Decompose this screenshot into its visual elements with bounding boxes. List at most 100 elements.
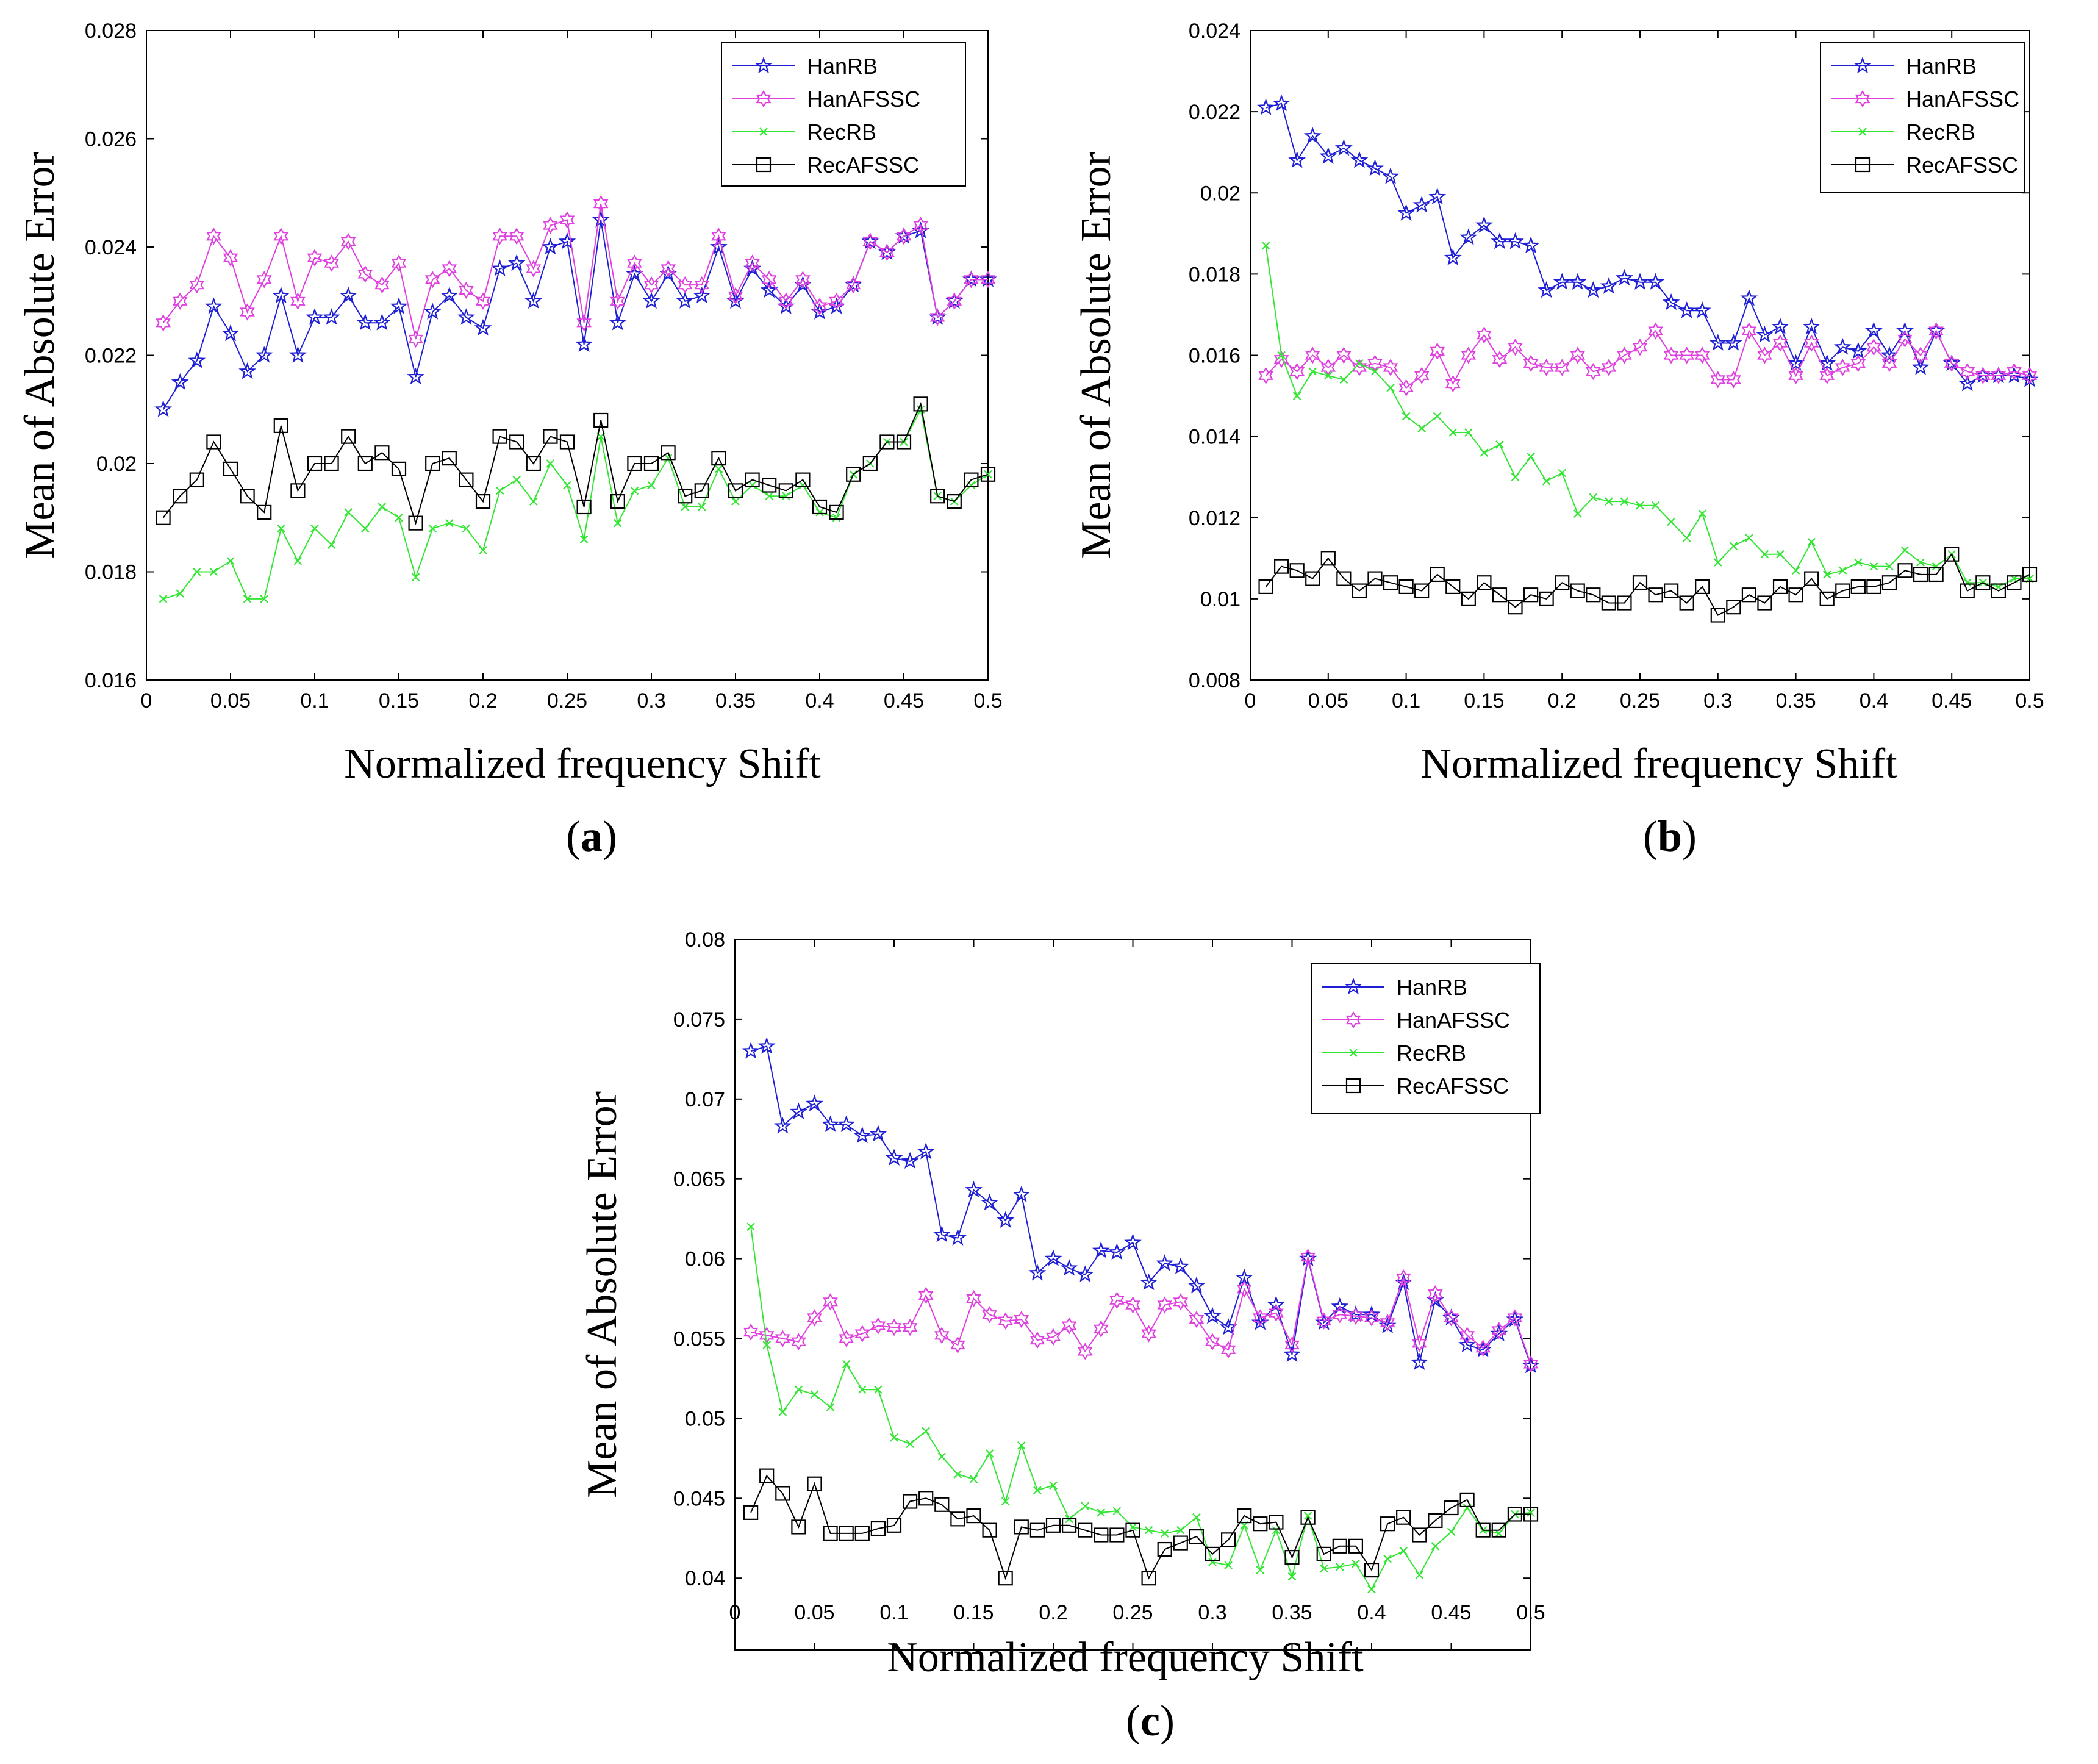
data-point-recrb: [748, 481, 757, 490]
data-point-hanrb: [885, 1149, 903, 1166]
data-point-hanafssc: [745, 254, 760, 272]
data-point-recrb: [1292, 392, 1301, 400]
data-point-hanafssc: [374, 276, 390, 294]
data-point-hanrb: [288, 346, 307, 363]
data-point-hanrb: [1740, 289, 1758, 306]
data-point-recrb: [953, 1470, 962, 1479]
data-point-recafssc: [966, 1508, 981, 1524]
x-tick-label: 0.3: [1703, 689, 1732, 712]
data-point-hanrb: [1044, 1249, 1062, 1266]
data-point-recrb: [858, 1385, 867, 1394]
data-point-recrb: [1527, 1508, 1535, 1517]
data-point-hanafssc: [627, 254, 642, 272]
data-point-recrb: [906, 1440, 914, 1449]
data-point-hanrb: [1428, 187, 1447, 205]
data-point-recrb: [922, 1427, 930, 1436]
data-point-hanrb: [558, 232, 576, 249]
data-point-recafssc: [1960, 583, 1975, 598]
data-point-recafssc: [1141, 1571, 1156, 1586]
x-tick-label: 0: [1245, 689, 1256, 712]
data-point-hanrb: [1724, 334, 1742, 351]
data-point-hanafssc: [982, 1306, 997, 1324]
data-point-recafssc: [886, 1518, 902, 1533]
caption-b: (b): [1642, 812, 1697, 861]
data-point-recrb: [1447, 1527, 1456, 1536]
data-point-hanafssc: [1492, 351, 1508, 368]
data-point-recafssc: [947, 494, 962, 509]
data-point-hanrb: [390, 297, 408, 314]
legend-marker: [756, 90, 772, 108]
data-point-hanrb: [1028, 1264, 1047, 1281]
y-tick-label: 0.075: [673, 1008, 725, 1031]
data-point-hanrb: [1267, 1296, 1285, 1313]
data-point-recrb: [1620, 497, 1629, 506]
data-point-hanafssc: [576, 314, 592, 332]
data-point-hanafssc: [1835, 359, 1850, 376]
data-point-recafssc: [1444, 1500, 1459, 1516]
data-point-hanafssc: [2022, 367, 2038, 384]
data-point-hanafssc: [1445, 375, 1461, 393]
data-point-hanafssc: [1866, 339, 1881, 356]
legend-marker: [1853, 56, 1872, 74]
data-point-hanrb: [1283, 1345, 1301, 1362]
y-tick-label: 0.06: [685, 1248, 725, 1271]
data-point-hanrb: [1787, 354, 1805, 371]
data-point-recrb: [209, 567, 218, 576]
series-line-recafssc: [750, 1474, 1531, 1580]
data-point-hanafssc: [223, 249, 238, 267]
data-point-hanafssc: [1236, 1280, 1252, 1298]
data-point-hanrb: [1331, 1297, 1349, 1314]
data-point-hanafssc: [711, 228, 726, 245]
data-point-recafssc: [950, 1511, 965, 1527]
data-point-recafssc: [1383, 575, 1398, 590]
data-point-recrb: [937, 1452, 947, 1461]
data-point-hanrb: [524, 292, 543, 309]
data-point-hanafssc: [1412, 1335, 1427, 1352]
data-point-recafssc: [1428, 1513, 1443, 1529]
data-point-recafssc: [902, 1494, 918, 1509]
data-point-hanafssc: [1803, 334, 1819, 352]
data-point-recafssc: [1679, 595, 1694, 611]
data-point-hanafssc: [172, 292, 188, 310]
data-point-recafssc: [189, 472, 204, 487]
data-point-recrb: [798, 481, 807, 490]
data-point-recrb: [762, 1341, 771, 1349]
data-point-hanrb: [1896, 321, 1914, 339]
data-point-recrb: [782, 492, 790, 501]
data-point-recrb: [765, 492, 773, 501]
data-point-hanrb: [407, 367, 425, 385]
data-point-hanafssc: [1364, 1309, 1380, 1327]
y-tick-label: 0.065: [673, 1168, 725, 1191]
data-point-recrb: [1698, 509, 1707, 518]
data-point-hanafssc: [761, 271, 777, 289]
data-point-recrb: [1277, 351, 1286, 360]
data-point-recrb: [1495, 1529, 1503, 1538]
series-hanafssc: [743, 1248, 1539, 1373]
data-point-recrb: [890, 1433, 898, 1442]
legend-label: RecAFSSC: [1397, 1074, 1509, 1099]
data-point-hanrb: [709, 237, 728, 255]
legend-label: RecRB: [807, 120, 876, 145]
data-point-hanafssc: [677, 276, 693, 294]
data-point-recrb: [1745, 534, 1753, 542]
data-point-hanafssc: [870, 1317, 886, 1335]
x-tick-label: 0.2: [1039, 1601, 1067, 1624]
x-tick-label: 0.4: [1357, 1601, 1386, 1624]
data-point-recafssc: [223, 461, 238, 476]
data-point-hanafssc: [206, 228, 221, 245]
x-tick-label: 0.45: [884, 689, 924, 712]
data-point-recrb: [1651, 501, 1660, 510]
data-point-recafssc: [829, 504, 844, 520]
y-tick-label: 0.014: [1189, 426, 1241, 449]
data-point-recrb: [1714, 558, 1722, 567]
data-point-recafssc: [1173, 1535, 1188, 1551]
x-tick-label: 0.1: [300, 689, 329, 712]
data-point-hanrb: [1412, 196, 1431, 213]
legend-marker: [1345, 1078, 1361, 1094]
data-point-hanafssc: [1570, 346, 1586, 364]
series-hanafssc: [156, 195, 996, 348]
data-point-recafssc: [1944, 547, 1960, 562]
data-point-recafssc: [627, 456, 642, 471]
data-point-hanafssc: [526, 260, 542, 278]
data-point-recafssc: [1835, 583, 1850, 598]
